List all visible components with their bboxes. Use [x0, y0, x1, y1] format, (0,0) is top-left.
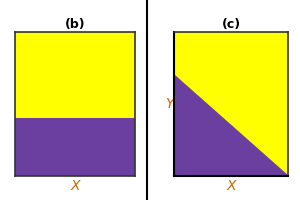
X-axis label: X: X	[70, 179, 80, 193]
Bar	[15, 32, 135, 118]
Title: (c): (c)	[221, 18, 241, 31]
Title: (b): (b)	[65, 18, 85, 31]
Bar	[15, 118, 135, 176]
Y-axis label: Y: Y	[166, 97, 174, 111]
Polygon shape	[174, 75, 288, 176]
X-axis label: X: X	[226, 179, 236, 193]
